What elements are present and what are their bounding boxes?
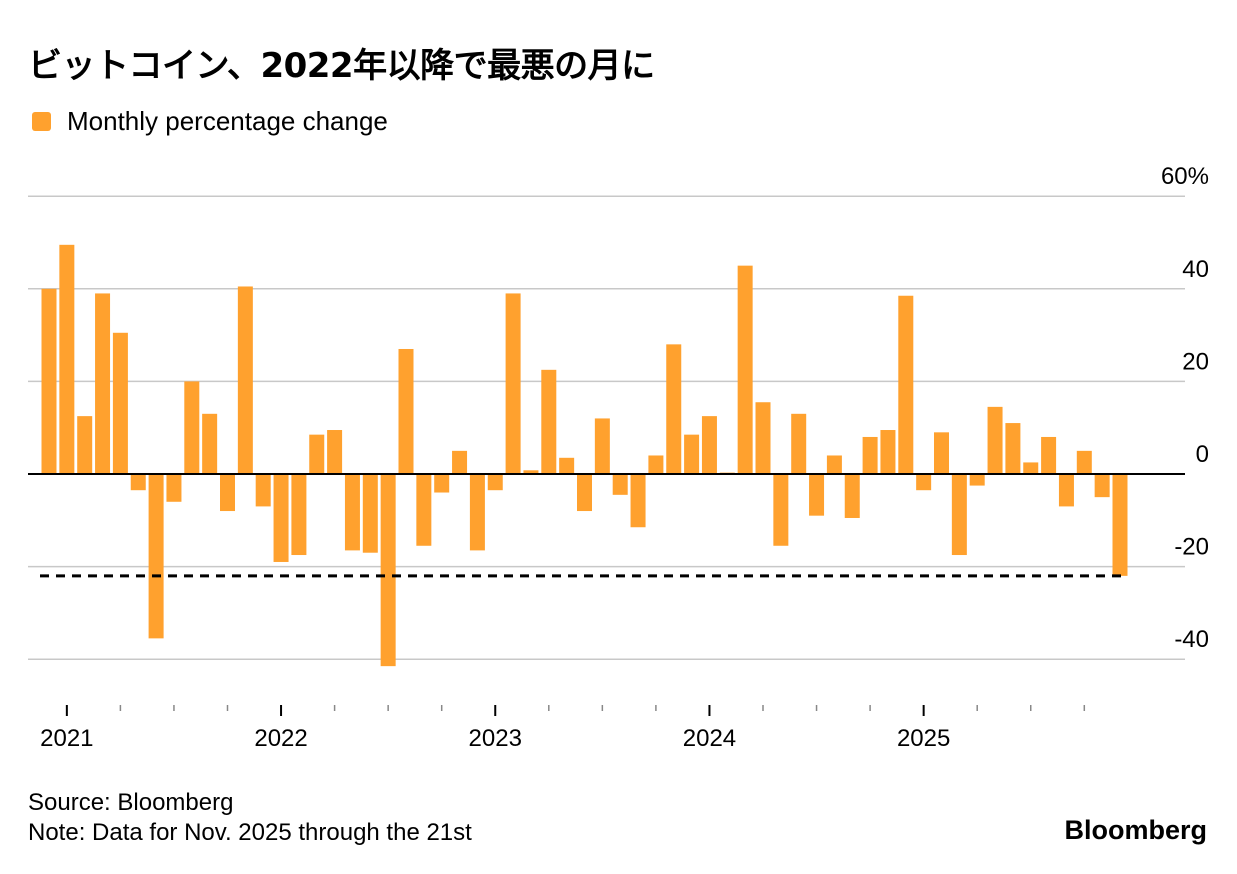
grid-layer [28, 195, 1185, 660]
bar-2021-11 [237, 286, 253, 474]
bar-2021-08 [184, 381, 200, 474]
x-year-label: 2025 [897, 725, 950, 752]
legend-label: Monthly percentage change [67, 106, 388, 136]
bar-2021-02 [77, 416, 93, 474]
bar-2024-10 [862, 436, 878, 474]
bar-2022-10 [434, 474, 450, 493]
bar-2023-10 [648, 455, 664, 474]
bar-2024-09 [844, 474, 860, 518]
bar-2025-02 [934, 432, 949, 474]
axis-layer: 60% 40 20 0 -20 -40 2021 2022 2023 2024 2025 [28, 163, 1209, 752]
bar-2024-07 [809, 474, 825, 516]
bar-2024-11 [880, 430, 896, 474]
bar-2023-05 [559, 457, 575, 474]
bar-2024-06 [791, 413, 807, 474]
source-note: Source: Bloomberg Note: Data for Nov. 20… [28, 788, 472, 848]
bar-2022-04 [327, 430, 343, 474]
bar-2025-08 [1041, 436, 1057, 474]
bar-2023-07 [594, 418, 610, 474]
bar-2023-06 [577, 474, 592, 512]
bar-2022-05 [344, 474, 360, 551]
y-tick-label: 20 [1182, 348, 1209, 375]
bar-2023-08 [612, 474, 628, 495]
bar-2023-11 [666, 344, 682, 474]
y-tick-label: 40 [1182, 256, 1209, 283]
bar-2021-03 [95, 293, 111, 474]
y-tick-label: 0 [1196, 441, 1209, 468]
bar-2025-05 [987, 406, 1003, 474]
legend-swatch [32, 112, 51, 131]
bar-2024-04 [755, 402, 771, 474]
bar-2025-01 [916, 474, 932, 491]
bar-2024-12 [898, 295, 914, 474]
bar-2020-12 [41, 288, 57, 474]
source-line: Source: Bloomberg [28, 789, 234, 816]
bar-2025-06 [1005, 423, 1021, 474]
note-line: Note: Data for Nov. 2025 through the 21s… [28, 819, 472, 846]
bar-2025-07 [1023, 462, 1039, 474]
x-year-label: 2023 [469, 725, 522, 752]
bar-2023-03 [523, 470, 539, 474]
bar-2022-09 [416, 474, 432, 546]
bar-2022-06 [362, 474, 378, 553]
bar-2022-01 [273, 474, 289, 562]
x-year-label: 2024 [683, 725, 736, 752]
bloomberg-logo: Bloomberg [1064, 815, 1207, 845]
bar-2024-03 [737, 265, 753, 474]
bar-2023-04 [541, 369, 557, 474]
bar-2023-02 [505, 293, 521, 474]
x-year-label: 2022 [254, 725, 307, 752]
bar-2021-07 [166, 474, 182, 502]
bar-2024-05 [773, 474, 789, 546]
y-tick-label: 60% [1161, 163, 1209, 190]
bar-2025-10 [1076, 450, 1092, 474]
bar-2022-11 [452, 450, 468, 474]
chart-title: ビットコイン、2022年以降で最悪の月に [28, 46, 655, 86]
bar-2025-09 [1058, 474, 1074, 507]
legend: Monthly percentage change [32, 106, 388, 137]
x-year-label: 2021 [40, 725, 93, 752]
bar-2021-01 [59, 244, 75, 474]
bar-2023-09 [630, 474, 646, 528]
bar-2021-05 [130, 474, 146, 491]
bar-2022-07 [380, 474, 396, 667]
bar-2022-03 [309, 434, 325, 474]
bar-2023-12 [684, 434, 700, 474]
y-tick-label: -40 [1174, 626, 1209, 653]
y-tick-label: -20 [1174, 534, 1209, 561]
bar-2025-03 [951, 474, 967, 556]
bar-2024-01 [701, 416, 717, 474]
bar-2024-08 [826, 455, 842, 474]
bar-2022-02 [291, 474, 307, 556]
bar-undefined [1112, 474, 1128, 576]
bar-2021-10 [220, 474, 235, 512]
bar-2022-08 [398, 348, 414, 474]
bar-2025-04 [969, 474, 985, 486]
bar-2023-01 [487, 474, 503, 491]
bar-2021-09 [202, 413, 218, 474]
bar-2022-12 [469, 474, 485, 551]
bar-2021-06 [148, 474, 164, 639]
bar-layer [41, 244, 1128, 667]
bar-2021-12 [255, 474, 271, 507]
bar-2021-04 [112, 332, 128, 474]
bar-2025-11 [1094, 474, 1110, 498]
